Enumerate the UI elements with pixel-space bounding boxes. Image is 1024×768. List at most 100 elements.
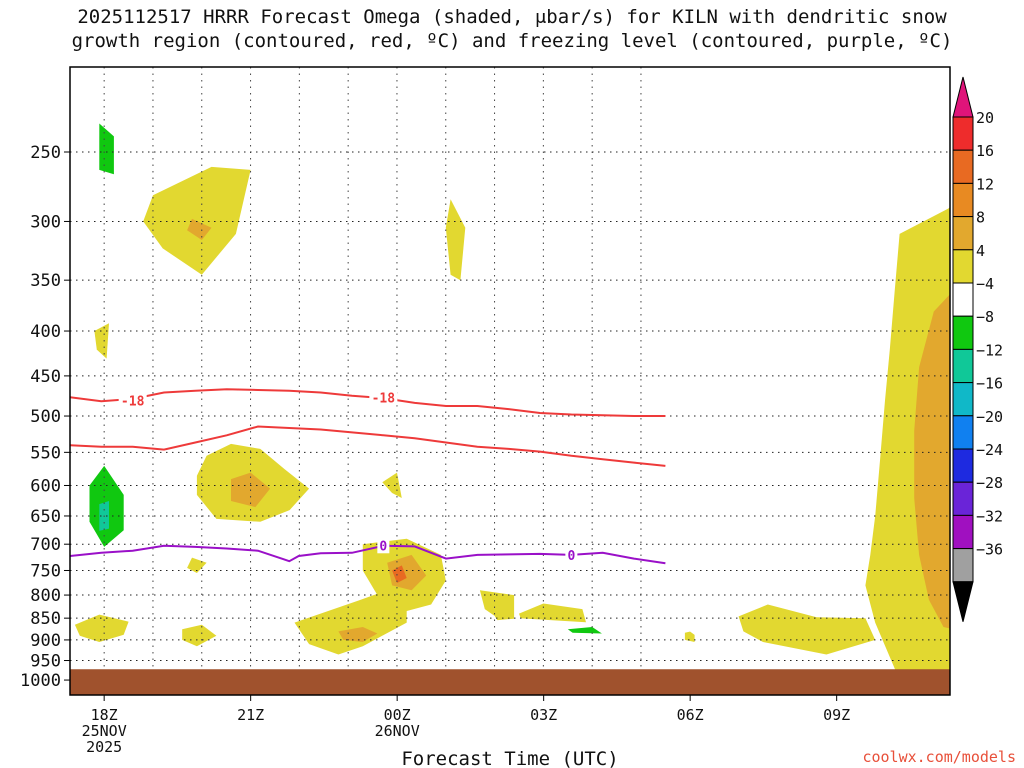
colorbar-segment <box>952 514 974 550</box>
omega-region <box>392 565 407 583</box>
omega-region <box>338 217 388 395</box>
plot-frame <box>69 66 951 696</box>
omega-region <box>157 311 202 345</box>
omega-region <box>655 311 705 486</box>
contour-label-bg <box>565 546 578 563</box>
colorbar-segment <box>952 116 974 151</box>
omega-region <box>567 627 602 634</box>
colorbar-label: 4 <box>976 242 985 260</box>
y-tick-label: 850 <box>30 609 61 629</box>
y-tick-label: 900 <box>30 631 61 651</box>
colorbar-segment <box>952 382 974 417</box>
colorbar-segment <box>952 548 974 583</box>
colorbar-label: 8 <box>976 209 985 227</box>
x-tick-label: 03Z <box>530 706 557 724</box>
contour-label: 0 <box>567 549 575 564</box>
colorbar: 20 16 12 8 4 −4 −8 −12 −16 −20 −24 −28 −32 −36 <box>952 76 1003 622</box>
x-tick-label: 18Z <box>91 706 118 724</box>
colorbar-bottom-arrow <box>952 581 974 622</box>
y-tick-label: 500 <box>30 407 61 427</box>
colorbar-segment <box>952 182 974 218</box>
colorbar-label: −24 <box>976 441 1003 459</box>
colorbar-segment <box>952 448 974 483</box>
chart-title-line-2: growth region (contoured, red, ºC) and f… <box>71 30 953 52</box>
contour-lines: -18 -18 0 0 <box>70 388 666 565</box>
ground-fill <box>70 669 950 695</box>
freezing-level-contour <box>70 544 666 565</box>
colorbar-label: −8 <box>976 308 994 326</box>
y-tick-label: 650 <box>30 507 61 527</box>
contour-label-bg <box>118 392 147 409</box>
x-tick-label: 2025 <box>86 738 122 756</box>
x-tick-label: 26NOV <box>375 722 420 740</box>
dgz-minus18-contour <box>70 388 666 417</box>
colorbar-segment <box>952 348 974 384</box>
omega-region <box>689 604 719 642</box>
y-tick-label: 700 <box>30 535 61 555</box>
y-tick-label: 1000 <box>20 671 61 691</box>
omega-region <box>74 94 134 252</box>
x-tick-label: 21Z <box>237 706 264 724</box>
y-tick-label: 450 <box>30 367 61 387</box>
x-tick-label: 25NOV <box>82 722 127 740</box>
contour-label: -18 <box>121 394 145 409</box>
y-tick-label: 950 <box>30 652 61 672</box>
colorbar-label: −20 <box>976 408 1003 426</box>
omega-shading <box>70 94 950 681</box>
x-tick-label: 09Z <box>823 706 850 724</box>
omega-region <box>143 166 251 275</box>
y-tick-label: 250 <box>30 143 61 163</box>
y-tick-label: 350 <box>30 271 61 291</box>
grid-lines <box>70 67 950 695</box>
omega-region <box>445 199 466 281</box>
contour-label: 0 <box>379 539 387 554</box>
omega-region <box>94 323 109 359</box>
x-tick-label: 00Z <box>384 706 411 724</box>
omega-region <box>470 507 622 566</box>
dgz-minus12-contour <box>70 425 666 467</box>
omega-region <box>470 618 612 640</box>
y-tick-label: 400 <box>30 322 61 342</box>
chart-title-line-1: 2025112517 HRRR Forecast Omega (shaded, … <box>77 6 947 28</box>
omega-region <box>816 195 841 252</box>
omega-region <box>914 294 950 629</box>
y-tick-label: 750 <box>30 561 61 581</box>
y-tick-label: 300 <box>30 212 61 232</box>
colorbar-label: −16 <box>976 375 1003 393</box>
y-axis: 2503003504004505005506006507007508008509… <box>20 143 70 691</box>
y-tick-label: 800 <box>30 586 61 606</box>
colorbar-top-arrow <box>952 76 974 118</box>
colorbar-label: −36 <box>976 541 1003 559</box>
credit-text: coolwx.com/models <box>862 748 1016 766</box>
omega-region <box>182 624 217 647</box>
x-tick-label: 06Z <box>677 706 704 724</box>
omega-region <box>797 311 851 460</box>
omega-region <box>99 123 114 175</box>
colorbar-segment <box>952 315 974 350</box>
y-tick-label: 550 <box>30 443 61 463</box>
colorbar-segment <box>952 149 974 184</box>
omega-region <box>338 627 378 642</box>
colorbar-label: −12 <box>976 341 1003 359</box>
colorbar-segment <box>952 415 974 450</box>
omega-region <box>221 565 256 600</box>
omega-region <box>684 630 695 642</box>
contour-label: -18 <box>372 391 396 406</box>
y-tick-label: 600 <box>30 476 61 496</box>
colorbar-label: −32 <box>976 507 1003 525</box>
ground-layer <box>70 669 950 695</box>
colorbar-label: −28 <box>976 474 1003 492</box>
omega-region <box>74 614 129 642</box>
contour-label-bg <box>369 389 398 406</box>
omega-region <box>187 218 212 240</box>
contour-label-bg <box>377 537 390 554</box>
colorbar-segment <box>952 481 974 516</box>
colorbar-label: −4 <box>976 275 994 293</box>
colorbar-segment <box>952 216 974 251</box>
colorbar-segment <box>952 249 974 284</box>
x-axis-label: Forecast Time (UTC) <box>401 748 618 768</box>
omega-region <box>738 604 876 655</box>
